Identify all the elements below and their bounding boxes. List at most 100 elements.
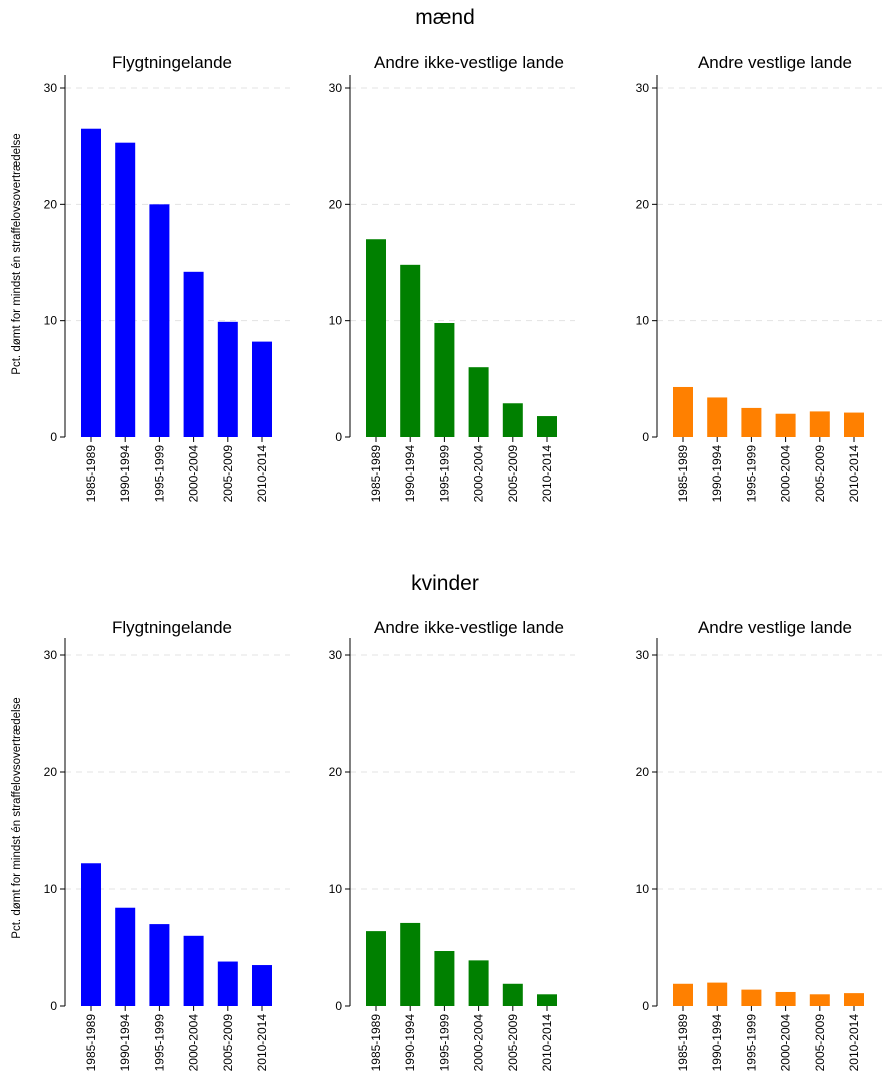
x-tick-label: 1995-1999 <box>437 1014 451 1072</box>
x-tick-label: 2010-2014 <box>540 1014 554 1072</box>
chart-panel-maend-2: Andre ikke-vestlige lande 0 10 20 30 1985-198… <box>329 53 575 502</box>
x-tick-label: 2000-2004 <box>779 1014 793 1072</box>
x-tick-label: 2000-2004 <box>779 445 793 503</box>
x-tick-label: 1990-1994 <box>403 445 417 503</box>
bar-1995-1999 <box>149 924 170 1006</box>
x-tick-label: 1990-1994 <box>118 1014 132 1072</box>
x-tick-label: 1985-1989 <box>84 1014 98 1072</box>
chart-panel-kvinder-3: Andre vestlige lande 0 10 20 30 1985-1989 1990… <box>636 618 882 1071</box>
x-tick-label: 1990-1994 <box>118 445 132 503</box>
y-tick-label: 0 <box>642 999 649 1013</box>
bar-1985-1989 <box>366 931 386 1006</box>
bar-1990-1994 <box>115 907 136 1006</box>
y-axis-label: Pct. dømt for mindst én straffelovsovert… <box>11 133 23 374</box>
x-tick-label: 1990-1994 <box>710 1014 724 1072</box>
x-tick-label: 2000-2004 <box>472 1014 486 1072</box>
x-tick-label: 1985-1989 <box>369 445 383 503</box>
y-tick-label: 0 <box>335 430 342 444</box>
y-tick-label: 10 <box>44 882 58 896</box>
bar-2000-2004 <box>183 271 204 437</box>
y-tick-label: 10 <box>329 314 343 328</box>
bar-1985-1989 <box>673 386 693 437</box>
x-tick-label: 2005-2009 <box>813 1014 827 1072</box>
x-tick-label: 1995-1999 <box>437 445 451 503</box>
chart-panel-maend-3: Andre vestlige lande 0 10 20 30 1985-1989 1990… <box>636 53 882 502</box>
bar-1995-1999 <box>434 951 455 1006</box>
bar-2000-2004 <box>183 935 204 1006</box>
x-tick-label: 2005-2009 <box>221 445 235 503</box>
bar-2010-2014 <box>537 994 557 1006</box>
bar-2005-2009 <box>217 961 238 1006</box>
y-tick-label: 20 <box>329 765 343 779</box>
x-tick-label: 2010-2014 <box>847 1014 861 1072</box>
bar-1990-1994 <box>400 264 421 437</box>
y-tick-label: 30 <box>329 648 343 662</box>
bar-2000-2004 <box>468 367 489 437</box>
y-tick-label: 0 <box>335 999 342 1013</box>
x-tick-label: 2010-2014 <box>255 1014 269 1072</box>
bar-1990-1994 <box>707 397 728 437</box>
bar-2010-2014 <box>252 965 272 1006</box>
bar-1990-1994 <box>400 922 421 1006</box>
y-tick-label: 0 <box>50 999 57 1013</box>
x-tick-label: 1985-1989 <box>676 445 690 503</box>
bar-2005-2009 <box>502 403 523 437</box>
x-tick-label: 1985-1989 <box>84 445 98 503</box>
x-tick-label: 2005-2009 <box>813 445 827 503</box>
bar-2005-2009 <box>809 994 830 1006</box>
chart-panel-maend-1: Flygtningelande 0 10 20 30 Pct. dømt for mind… <box>11 53 290 502</box>
bar-2000-2004 <box>468 960 489 1006</box>
row-title: mænd <box>415 6 475 29</box>
x-tick-label: 2000-2004 <box>187 1014 201 1072</box>
y-tick-label: 0 <box>642 430 649 444</box>
x-tick-label: 2000-2004 <box>187 445 201 503</box>
x-tick-label: 1995-1999 <box>744 445 758 503</box>
bar-1985-1989 <box>366 239 386 437</box>
bar-1990-1994 <box>707 982 728 1006</box>
bar-2010-2014 <box>252 341 272 437</box>
x-tick-label: 2000-2004 <box>472 445 486 503</box>
x-tick-label: 1985-1989 <box>369 1014 383 1072</box>
bar-2010-2014 <box>844 412 864 437</box>
bar-1995-1999 <box>741 989 762 1006</box>
y-tick-label: 30 <box>636 648 650 662</box>
chart-panel-kvinder-1: Flygtningelande 0 10 20 30 Pct. dømt for mind… <box>11 618 290 1071</box>
x-tick-label: 2010-2014 <box>540 445 554 503</box>
bar-2005-2009 <box>502 983 523 1006</box>
chart-panel-kvinder-2: Andre ikke-vestlige lande 0 10 20 30 1985-198… <box>329 618 575 1071</box>
bar-1985-1989 <box>81 863 101 1006</box>
x-tick-label: 2010-2014 <box>847 445 861 503</box>
panel-title: Flygtningelande <box>112 618 232 637</box>
panel-title: Andre vestlige lande <box>698 618 852 637</box>
bar-1990-1994 <box>115 142 136 437</box>
bar-2010-2014 <box>844 993 864 1006</box>
bar-2010-2014 <box>537 416 557 437</box>
y-tick-label: 30 <box>329 81 343 95</box>
y-tick-label: 20 <box>636 197 650 211</box>
x-tick-label: 1990-1994 <box>710 445 724 503</box>
y-tick-label: 30 <box>636 81 650 95</box>
y-tick-label: 20 <box>329 197 343 211</box>
x-tick-label: 1990-1994 <box>403 1014 417 1072</box>
x-tick-label: 1995-1999 <box>152 1014 166 1072</box>
y-tick-label: 10 <box>636 882 650 896</box>
bar-2000-2004 <box>775 413 796 437</box>
bar-1995-1999 <box>741 407 762 437</box>
panel-title: Andre ikke-vestlige lande <box>374 618 564 637</box>
x-tick-label: 1985-1989 <box>676 1014 690 1072</box>
y-tick-label: 10 <box>44 314 58 328</box>
bar-1995-1999 <box>434 322 455 437</box>
y-axis-label: Pct. dømt for mindst én straffelovsovert… <box>11 697 23 938</box>
x-tick-label: 2010-2014 <box>255 445 269 503</box>
y-tick-label: 20 <box>636 765 650 779</box>
y-tick-label: 0 <box>50 430 57 444</box>
row-title: kvinder <box>411 572 479 595</box>
bar-1985-1989 <box>81 128 101 437</box>
bar-2005-2009 <box>809 411 830 437</box>
x-tick-label: 2005-2009 <box>221 1014 235 1072</box>
y-tick-label: 20 <box>44 197 58 211</box>
y-tick-label: 30 <box>44 81 58 95</box>
bar-1995-1999 <box>149 204 170 437</box>
panel-title: Flygtningelande <box>112 53 232 72</box>
